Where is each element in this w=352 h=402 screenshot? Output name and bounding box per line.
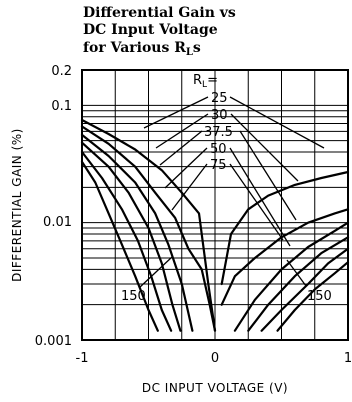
leader-line bbox=[159, 130, 203, 166]
y-tick-label-0.01: 0.01 bbox=[43, 215, 72, 230]
x-tick-label-0: 0 bbox=[211, 351, 219, 366]
series-line-50-right bbox=[247, 236, 350, 332]
leader-line bbox=[164, 147, 208, 189]
title-line-3: for Various RLs bbox=[83, 40, 201, 58]
plot-frame bbox=[81, 69, 349, 341]
series-label-30: 30 bbox=[211, 108, 228, 123]
series-group bbox=[80, 118, 350, 332]
series-line-37-5-left bbox=[80, 133, 194, 332]
chart-title: Differential Gain vs DC Input Voltage fo… bbox=[83, 5, 236, 58]
leader-line bbox=[143, 96, 209, 129]
x-tick-label-1: 1 bbox=[344, 351, 352, 366]
leader-line bbox=[171, 163, 208, 211]
series-label-37-5: 37.5 bbox=[204, 125, 233, 140]
x-axis-title: DC INPUT VOLTAGE (V) bbox=[142, 381, 288, 395]
title-line-3-main: for Various R bbox=[83, 40, 186, 56]
grid bbox=[82, 69, 348, 340]
y-tick-label-0.2: 0.2 bbox=[51, 64, 72, 79]
series-label-50: 50 bbox=[210, 142, 227, 157]
leader-line bbox=[229, 96, 325, 149]
series-line-150-left bbox=[80, 160, 159, 332]
leader-line bbox=[229, 163, 284, 241]
legend-header-eq: = bbox=[207, 73, 218, 88]
title-line-1: Differential Gain vs bbox=[83, 5, 236, 21]
x-tick-label-minus-1: -1 bbox=[76, 351, 89, 366]
series-line-37-5-right bbox=[233, 221, 350, 332]
x-tick-labels: -1 0 1 bbox=[76, 351, 352, 366]
series-label-25: 25 bbox=[211, 91, 228, 106]
leader-line bbox=[138, 256, 173, 289]
leader-line bbox=[230, 113, 299, 182]
annotation-150-right: 150 bbox=[307, 289, 332, 304]
leader-line bbox=[229, 147, 291, 247]
series-line-75-right bbox=[260, 247, 350, 332]
y-tick-labels: 0.2 0.1 0.01 0.001 bbox=[35, 64, 72, 349]
leader-line bbox=[239, 130, 297, 221]
annotation-150-left: 150 bbox=[121, 289, 146, 304]
label-leaders bbox=[138, 96, 325, 289]
legend-header: RL= bbox=[193, 73, 218, 90]
series-line-150-right bbox=[276, 261, 350, 332]
legend-header-sub: L bbox=[202, 80, 207, 90]
legend-header-r: R bbox=[193, 73, 202, 88]
leader-line bbox=[286, 259, 307, 287]
series-line-75-left bbox=[80, 150, 173, 332]
title-line-2: DC Input Voltage bbox=[83, 22, 218, 38]
series-line-50-left bbox=[80, 141, 182, 332]
leader-line bbox=[155, 113, 209, 149]
plot-border bbox=[81, 69, 349, 341]
y-tick-label-0.001: 0.001 bbox=[35, 334, 72, 349]
y-tick-label-0.1: 0.1 bbox=[51, 99, 72, 114]
y-axis-title: DIFFERENTIAL GAIN (%) bbox=[10, 128, 24, 282]
legend-labels: RL= 25 30 37.5 50 75 bbox=[193, 73, 233, 173]
series-line-30-left bbox=[80, 125, 217, 332]
title-subscript: L bbox=[186, 47, 193, 58]
series-line-25-right bbox=[220, 170, 350, 286]
title-suffix: s bbox=[193, 40, 201, 56]
series-label-75: 75 bbox=[210, 158, 227, 173]
